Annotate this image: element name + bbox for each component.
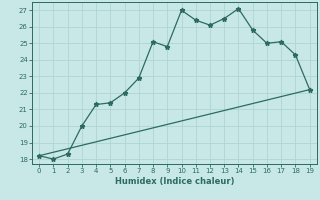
X-axis label: Humidex (Indice chaleur): Humidex (Indice chaleur)	[115, 177, 234, 186]
